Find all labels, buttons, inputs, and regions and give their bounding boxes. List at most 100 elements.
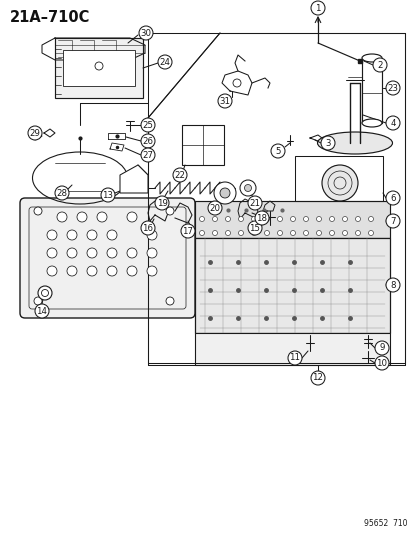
Circle shape xyxy=(34,207,42,215)
Circle shape xyxy=(212,216,217,222)
Circle shape xyxy=(264,230,269,236)
Circle shape xyxy=(368,230,373,236)
Circle shape xyxy=(166,297,173,305)
Text: 12: 12 xyxy=(312,374,323,383)
Text: 1: 1 xyxy=(314,4,320,12)
Circle shape xyxy=(385,214,399,228)
Circle shape xyxy=(238,230,243,236)
Circle shape xyxy=(87,248,97,258)
Circle shape xyxy=(251,230,256,236)
Circle shape xyxy=(355,216,360,222)
Text: 18: 18 xyxy=(256,214,267,222)
Circle shape xyxy=(154,196,169,210)
Text: 21: 21 xyxy=(249,198,260,207)
Circle shape xyxy=(218,94,231,108)
Text: 16: 16 xyxy=(142,223,153,232)
Circle shape xyxy=(310,371,324,385)
Circle shape xyxy=(277,230,282,236)
Circle shape xyxy=(225,216,230,222)
Text: 29: 29 xyxy=(29,128,40,138)
Circle shape xyxy=(316,230,321,236)
Text: 30: 30 xyxy=(140,28,151,37)
Circle shape xyxy=(199,230,204,236)
Text: 6: 6 xyxy=(389,193,395,203)
Text: 2: 2 xyxy=(376,61,382,69)
Circle shape xyxy=(254,211,268,225)
Text: 14: 14 xyxy=(36,306,47,316)
Circle shape xyxy=(34,297,42,305)
Text: 5: 5 xyxy=(275,147,280,156)
Circle shape xyxy=(107,248,117,258)
Circle shape xyxy=(28,126,42,140)
Text: 26: 26 xyxy=(142,136,153,146)
Circle shape xyxy=(385,81,399,95)
Circle shape xyxy=(271,144,284,158)
Text: 10: 10 xyxy=(375,359,387,367)
Circle shape xyxy=(214,182,235,204)
Circle shape xyxy=(199,216,204,222)
Circle shape xyxy=(287,351,301,365)
Circle shape xyxy=(87,266,97,276)
Text: 11: 11 xyxy=(289,353,300,362)
Circle shape xyxy=(219,188,230,198)
Circle shape xyxy=(240,180,255,196)
Circle shape xyxy=(368,216,373,222)
Circle shape xyxy=(97,212,107,222)
Circle shape xyxy=(385,191,399,205)
Circle shape xyxy=(290,230,295,236)
Circle shape xyxy=(372,58,386,72)
Circle shape xyxy=(355,230,360,236)
FancyBboxPatch shape xyxy=(55,38,142,98)
Circle shape xyxy=(127,266,137,276)
Circle shape xyxy=(147,230,157,240)
Circle shape xyxy=(47,248,57,258)
Circle shape xyxy=(67,266,77,276)
Ellipse shape xyxy=(361,119,381,127)
Circle shape xyxy=(290,216,295,222)
Circle shape xyxy=(127,212,137,222)
Circle shape xyxy=(47,266,57,276)
Text: 22: 22 xyxy=(174,171,185,180)
Circle shape xyxy=(251,216,256,222)
Circle shape xyxy=(67,230,77,240)
Text: 95652  710: 95652 710 xyxy=(363,519,407,528)
Text: 23: 23 xyxy=(387,84,398,93)
Text: 17: 17 xyxy=(182,227,193,236)
FancyBboxPatch shape xyxy=(20,198,195,318)
FancyBboxPatch shape xyxy=(195,201,389,238)
Ellipse shape xyxy=(317,132,392,154)
Polygon shape xyxy=(120,165,147,193)
Text: 8: 8 xyxy=(389,280,395,289)
Text: 15: 15 xyxy=(249,223,260,232)
Circle shape xyxy=(127,248,137,258)
Circle shape xyxy=(35,304,49,318)
Circle shape xyxy=(207,201,221,215)
Text: 21A–710C: 21A–710C xyxy=(10,10,90,25)
Circle shape xyxy=(166,207,173,215)
Circle shape xyxy=(385,278,399,292)
Circle shape xyxy=(101,188,115,202)
Circle shape xyxy=(342,230,347,236)
Circle shape xyxy=(303,216,308,222)
Text: 13: 13 xyxy=(102,190,113,199)
Circle shape xyxy=(385,116,399,130)
Circle shape xyxy=(180,224,195,238)
Circle shape xyxy=(321,165,357,201)
Circle shape xyxy=(238,216,243,222)
Circle shape xyxy=(77,212,87,222)
Circle shape xyxy=(247,221,261,235)
Circle shape xyxy=(141,134,154,148)
Circle shape xyxy=(47,230,57,240)
Circle shape xyxy=(374,356,388,370)
FancyBboxPatch shape xyxy=(195,238,389,333)
Circle shape xyxy=(173,168,187,182)
Text: 28: 28 xyxy=(56,189,67,198)
Text: 27: 27 xyxy=(142,150,153,159)
Circle shape xyxy=(147,266,157,276)
Text: 20: 20 xyxy=(209,204,220,213)
Circle shape xyxy=(55,186,69,200)
Text: 9: 9 xyxy=(378,343,384,352)
Circle shape xyxy=(329,230,334,236)
Circle shape xyxy=(342,216,347,222)
Circle shape xyxy=(316,216,321,222)
